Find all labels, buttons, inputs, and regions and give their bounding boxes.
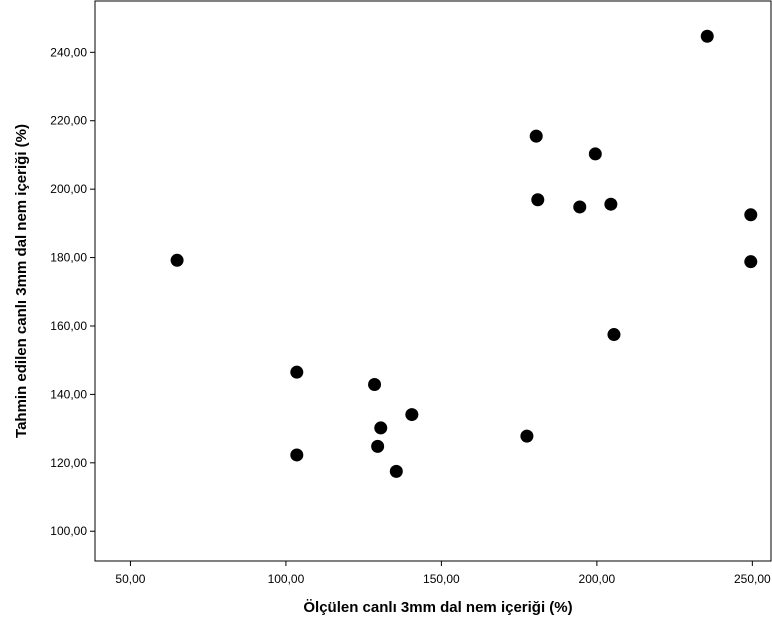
y-tick-label: 220,00 [50,114,87,128]
scatter-point [374,421,388,435]
scatter-point [588,147,602,161]
x-axis-title: Ölçülen canlı 3mm dal nem içeriği (%) [303,599,572,616]
y-tick-label: 180,00 [50,251,87,265]
y-tick-label: 200,00 [50,182,87,196]
x-tick-label: 50,00 [115,572,145,586]
x-tick-label: 250,00 [734,572,771,586]
y-tick-label: 120,00 [50,456,87,470]
y-tick-label: 160,00 [50,319,87,333]
scatter-point [290,365,304,379]
x-axis: 50,00 100,00 150,00 200,00 250,00 [115,561,771,586]
y-axis-title: Tahmin edilen canlı 3mm dal nem içeriği … [13,124,30,438]
scatter-point [529,129,543,143]
y-tick-label: 140,00 [50,387,87,401]
scatter-point [170,253,184,267]
y-tick-label: 240,00 [50,45,87,59]
y-axis: 100,00 120,00 140,00 160,00 180,00 200,00 220,… [50,45,95,538]
scatter-point [405,408,419,422]
y-tick-label: 100,00 [50,524,87,538]
scatter-point [389,464,403,478]
scatter-point [744,208,758,222]
plot-frame [94,0,772,562]
scatter-point [520,429,534,443]
x-tick-label: 150,00 [423,572,460,586]
scatter-point [531,193,545,207]
scatter-point [744,255,758,269]
x-tick-label: 100,00 [268,572,305,586]
scatter-point [290,448,304,462]
scatter-point [604,197,618,211]
data-points [170,29,758,478]
scatter-point [573,200,587,214]
scatter-point [371,439,385,453]
x-tick-label: 200,00 [579,572,616,586]
scatter-point [607,328,621,342]
scatter-point [700,29,714,43]
scatter-point [368,377,382,391]
